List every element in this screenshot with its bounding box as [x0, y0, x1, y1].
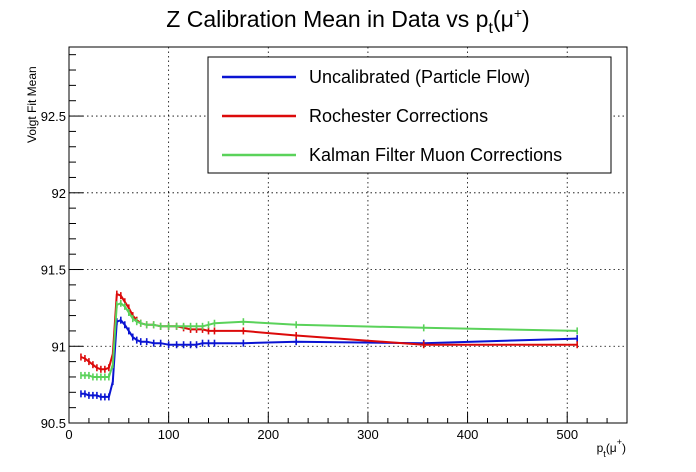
series-line: [81, 319, 578, 398]
y-tick-label: 91: [52, 339, 66, 354]
legend-entries: Uncalibrated (Particle Flow) Rochester Co…: [222, 67, 562, 165]
title-subscript: t: [488, 20, 493, 37]
legend-label: Rochester Corrections: [309, 106, 488, 126]
x-tick-label: 300: [357, 427, 379, 442]
x-tick-label: 400: [457, 427, 479, 442]
x-tick-label: 200: [257, 427, 279, 442]
series-3: [80, 299, 578, 381]
series-2: [80, 290, 578, 373]
y-axis-label: Voigt Fit Mean: [25, 66, 39, 143]
y-tick-label: 92: [52, 186, 66, 201]
legend-label: Uncalibrated (Particle Flow): [309, 67, 530, 87]
x-tick-label: 500: [556, 427, 578, 442]
y-tick-label: 91.5: [41, 263, 66, 278]
series-line: [80, 293, 578, 371]
legend-label: Kalman Filter Muon Corrections: [309, 145, 562, 165]
series-layer: [80, 290, 578, 401]
y-tick-label: 90.5: [41, 416, 66, 431]
chart-title: Z Calibration Mean in Data vs pt(μ+): [166, 5, 529, 37]
x-tick-label: 100: [158, 427, 180, 442]
x-tick-label: 0: [65, 427, 72, 442]
tick-layer: 0 100 200 300 400 500 90.5 91 91.5 92 92.5: [41, 54, 628, 442]
title-superscript: +: [514, 5, 522, 21]
series-1: [80, 316, 578, 401]
legend: Uncalibrated (Particle Flow) Rochester Co…: [207, 56, 612, 174]
x-axis-label: pt(μ+): [597, 437, 626, 459]
y-tick-label: 92.5: [41, 109, 66, 124]
